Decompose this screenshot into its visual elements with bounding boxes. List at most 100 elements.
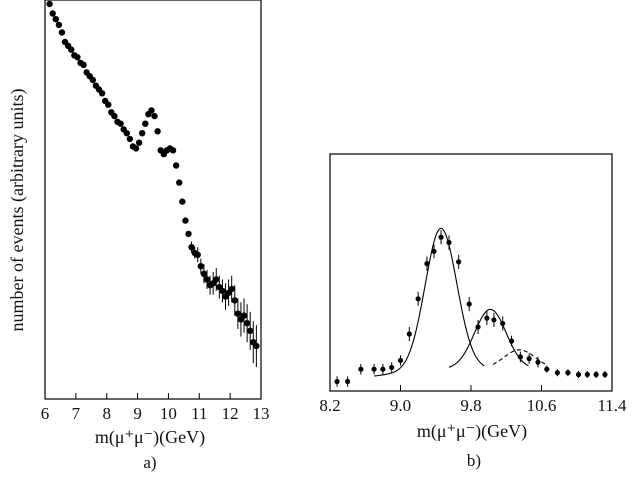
panel-a-x-tick-label: 10	[160, 404, 177, 423]
panel-a-data-point	[253, 342, 260, 350]
panel-a-x-tick-label: 6	[41, 404, 50, 423]
panel-b-data-point	[345, 378, 351, 385]
panel-a-data-point	[55, 21, 63, 29]
panel-a-data-point	[247, 327, 254, 334]
panel-a-data-point	[139, 130, 146, 137]
panel-b-x-tick-label: 10.6	[527, 396, 557, 415]
panel-a-data-point	[98, 90, 106, 97]
panel-a-x-tick-label: 7	[72, 404, 81, 423]
panel-a-data-point	[126, 135, 134, 143]
panel-b-data-point	[500, 320, 506, 327]
panel-a-data-point	[219, 287, 226, 295]
panel-b-data-point	[456, 259, 462, 265]
panel-a-data-point	[132, 145, 140, 152]
panel-a-frame	[44, 0, 262, 400]
panel-a-data-point	[182, 217, 189, 224]
panel-a-data-point	[68, 46, 75, 53]
panel-a-data-point	[176, 179, 183, 186]
panel-b-data-point	[380, 366, 386, 372]
panel-a-data-point	[117, 120, 124, 127]
panel-a-data-point	[203, 276, 211, 283]
panel-b-x-tick-label: 11.4	[597, 396, 627, 415]
panel-a-data-point	[169, 147, 177, 154]
panel-b-x-tick-label: 9.0	[390, 396, 411, 415]
panel-b-x-axis-label: m(μ⁺μ⁻)(GeV)	[417, 421, 527, 442]
fit-curve-peak-3	[492, 349, 547, 365]
panel-b-data-point	[517, 354, 523, 360]
panel-a-data-point	[58, 29, 66, 36]
panel-a-label: a)	[143, 453, 156, 472]
panel-a-data-point	[142, 120, 149, 127]
panel-b-x-ticks: 8.2 9.0 9.8 10.6 11.4	[319, 385, 627, 415]
panel-b-data-point	[371, 366, 377, 372]
panel-b-data-point	[424, 261, 430, 267]
panel-a-data-point	[80, 61, 87, 68]
panel-a-points	[46, 0, 260, 367]
panel-a-data-point	[46, 0, 53, 8]
panel-a-x-axis-label: m(μ⁺μ⁻)(GeV)	[95, 427, 205, 448]
panel-b-x-tick-label: 8.2	[319, 396, 340, 415]
panel-a-data-point	[185, 230, 192, 238]
panel-a-data-point	[243, 320, 251, 327]
panel-a-data-point	[135, 139, 143, 146]
panel-b-data-point	[438, 234, 444, 240]
panel-a-data-point	[194, 251, 201, 258]
panel-a-data-point	[172, 162, 180, 169]
panel-b-data-point	[406, 331, 412, 337]
panel-a-data-point	[123, 130, 130, 137]
panel-b-label: b)	[467, 451, 481, 470]
panel-b: 8.2 9.0 9.8 10.6 11.4 m(μ⁺μ⁻)(GeV) b)	[319, 153, 627, 470]
panel-a-data-point	[89, 76, 97, 84]
panel-b-data-point	[526, 356, 532, 362]
panel-b-data-point	[334, 378, 340, 385]
panel-a-data-point	[105, 101, 112, 108]
panel-b-points	[334, 230, 608, 387]
panel-a-x-tick-label: 13	[253, 404, 270, 423]
panel-a-x-tick-label: 9	[133, 404, 142, 423]
panel-b-x-tick-label: 9.8	[460, 396, 481, 415]
panel-a-data-point	[179, 198, 186, 205]
panel-b-data-point	[544, 366, 550, 372]
panel-a-y-axis-label: number of events (arbitrary units)	[7, 89, 28, 332]
panel-b-data-point	[397, 357, 404, 363]
panel-b-data-point	[593, 371, 599, 378]
panel-a-data-point	[213, 276, 220, 283]
panel-b-data-point	[554, 370, 560, 376]
panel-b-data-point	[466, 301, 472, 307]
panel-b-data-point	[446, 239, 452, 246]
panel-a-data-point	[49, 10, 56, 17]
panel-b-data-point	[484, 315, 490, 321]
panel-a-data-point	[200, 270, 208, 277]
panel-a-data-point	[74, 54, 81, 61]
panel-a: 6 7 8 9 10 11 12 13 m(μ⁺μ⁻)(GeV) number of even…	[7, 0, 270, 472]
panel-a-x-tick-label: 11	[191, 404, 207, 423]
panel-a-data-point	[234, 310, 242, 317]
panel-b-data-point	[584, 371, 590, 378]
panel-a-x-ticks: 6 7 8 9 10 11 12 13	[41, 393, 270, 423]
panel-b-data-point	[575, 371, 582, 378]
panel-a-x-tick-label: 12	[222, 404, 239, 423]
panel-b-data-point	[389, 364, 395, 371]
panel-a-x-tick-label: 8	[102, 404, 111, 423]
panel-a-data-point	[52, 16, 59, 23]
panel-b-data-point	[415, 296, 421, 302]
panel-a-data-point	[197, 263, 205, 270]
panel-a-data-point	[240, 312, 248, 319]
panel-a-data-point	[148, 107, 155, 114]
panel-b-frame	[329, 153, 613, 392]
fit-curve-peak-2	[448, 308, 529, 368]
panel-a-data-point	[111, 112, 118, 120]
panel-b-data-point	[602, 371, 608, 378]
panel-b-data-point	[508, 338, 515, 344]
panel-a-data-point	[231, 297, 238, 304]
panel-b-data-point	[358, 366, 364, 372]
panel-b-data-point	[491, 317, 497, 323]
panel-a-data-point	[228, 285, 235, 293]
panel-b-data-point	[475, 324, 481, 330]
panel-b-data-point	[431, 248, 437, 254]
panel-a-data-point	[151, 112, 158, 120]
panel-b-data-point	[535, 359, 541, 365]
panel-a-data-point	[154, 128, 161, 135]
panel-b-data-point	[565, 370, 571, 376]
